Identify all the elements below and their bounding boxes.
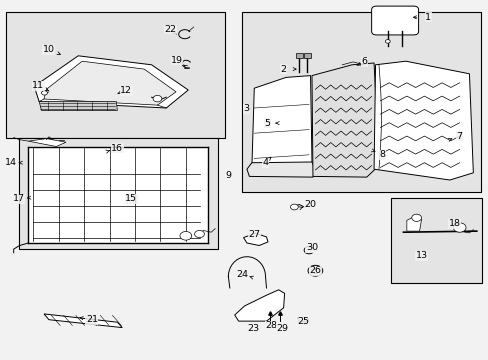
Polygon shape [44,314,122,328]
Text: 9: 9 [225,171,231,180]
Polygon shape [373,61,472,180]
Text: 2: 2 [280,65,286,74]
Text: 23: 23 [247,324,259,333]
Text: 15: 15 [125,194,137,203]
Bar [390,198,481,283]
Circle shape [311,268,319,274]
Bar [6,12,224,138]
Text: 24: 24 [236,270,247,279]
Text: 8: 8 [379,150,385,159]
Text: 1: 1 [425,13,430,22]
Text: 11: 11 [32,81,44,90]
Polygon shape [297,318,308,322]
Text: 20: 20 [304,200,316,209]
Text: 14: 14 [5,158,17,167]
Polygon shape [44,61,176,105]
Text: 25: 25 [297,317,308,325]
Polygon shape [34,56,188,108]
Text: 18: 18 [448,219,460,228]
Text: 19: 19 [171,56,183,65]
Bar [19,138,218,249]
Bar [28,147,208,243]
Circle shape [194,230,204,238]
Text: 10: 10 [43,45,55,54]
Polygon shape [243,233,267,246]
Text: 30: 30 [305,243,317,252]
Polygon shape [28,139,66,147]
Text: 27: 27 [248,230,260,239]
Circle shape [153,95,162,102]
Polygon shape [311,63,378,177]
Text: 22: 22 [164,25,176,34]
Bar [295,53,302,58]
Text: 6: 6 [361,57,366,66]
Circle shape [290,204,298,210]
Text: 7: 7 [456,132,462,140]
Text: 21: 21 [86,315,98,324]
Polygon shape [39,102,117,111]
FancyBboxPatch shape [371,6,418,35]
Text: 5: 5 [264,118,270,127]
Circle shape [411,214,421,221]
Bar [241,12,480,192]
Circle shape [41,91,47,95]
Circle shape [452,223,465,232]
Text: 16: 16 [111,144,123,153]
Text: 29: 29 [276,324,288,333]
Text: 17: 17 [13,194,24,203]
Text: 28: 28 [265,321,277,330]
Polygon shape [406,216,421,231]
Bar [303,53,310,58]
Circle shape [385,40,389,43]
Text: 4: 4 [262,158,268,167]
Circle shape [307,265,322,276]
Polygon shape [234,290,284,321]
Polygon shape [251,76,311,173]
Text: 3: 3 [243,104,249,113]
Text: 12: 12 [120,86,132,95]
Circle shape [180,231,191,240]
Polygon shape [246,162,315,177]
Text: 26: 26 [309,266,321,275]
Text: 13: 13 [415,251,427,260]
